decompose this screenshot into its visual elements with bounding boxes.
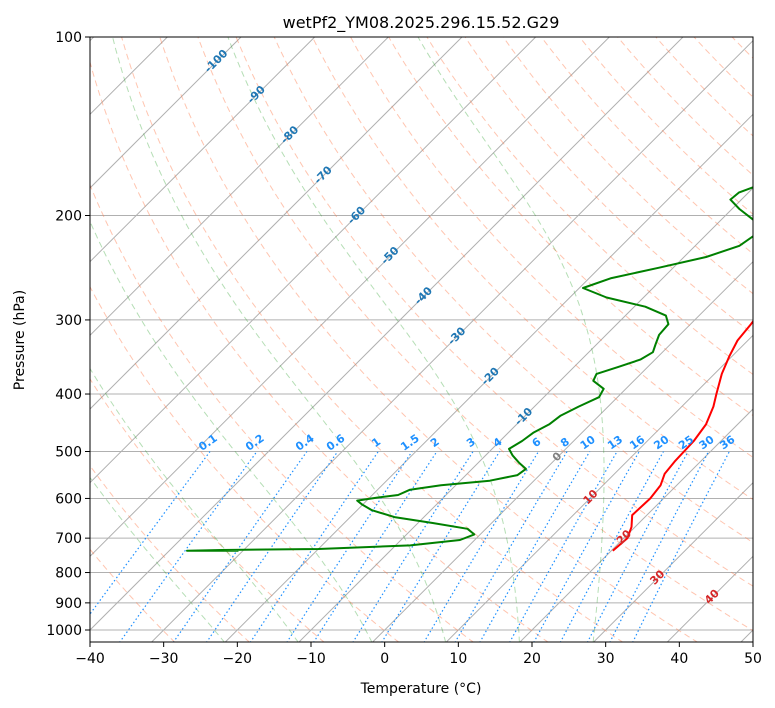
y-axis-title: Pressure (hPa)	[12, 290, 28, 390]
mixing-ratio-line	[381, 451, 501, 642]
dry-adiabat	[311, 37, 753, 501]
moist-adiabats	[90, 37, 605, 642]
skewed-isotherm	[90, 37, 610, 558]
skewed-isotherm	[90, 37, 316, 263]
x-tick-label: 50	[744, 651, 762, 667]
skewed-isotherm	[445, 334, 753, 642]
y-tick-label: 500	[55, 444, 82, 460]
mixing-ratio-line	[559, 451, 665, 642]
skewed-isotherm	[90, 37, 537, 484]
skewed-isotherm	[371, 260, 753, 642]
x-tick-label: 10	[449, 651, 467, 667]
moist-adiabat	[227, 37, 520, 642]
mixing-ratio-line	[586, 451, 689, 642]
mixing-ratio-line	[423, 451, 540, 642]
y-tick-label: 600	[55, 491, 82, 507]
mixing-ratio-line	[352, 451, 474, 642]
x-tick-label: 30	[597, 651, 615, 667]
mixing-ratio-line	[172, 451, 308, 642]
x-tick-label: −20	[223, 651, 253, 667]
x-tick-label: −40	[75, 651, 105, 667]
mixing-ratio-line	[249, 451, 379, 642]
y-tick-label: 200	[55, 209, 82, 225]
x-tick-label: 0	[380, 651, 389, 667]
mixing-ratio-line	[90, 451, 211, 616]
skewed-isotherm	[90, 37, 463, 410]
mixing-ratio-line	[286, 451, 413, 642]
profile-line-0	[612, 319, 753, 552]
y-tick-label: 100	[55, 30, 82, 46]
moist-adiabat	[90, 367, 299, 642]
y-tick-label: 1000	[46, 623, 82, 639]
x-tick-label: −10	[296, 651, 326, 667]
sounding-profiles	[186, 186, 753, 552]
skewed-isotherm	[519, 408, 753, 642]
profile-line-1	[186, 186, 753, 552]
chart-title: wetPf2_YM08.2025.296.15.52.G29	[283, 13, 560, 33]
skewed-isotherm	[90, 37, 389, 337]
y-axis-ticks: 1000 900 800 700 600 500 400 300 200 100	[46, 30, 90, 639]
dry-adiabat	[90, 378, 325, 642]
dry-adiabat	[90, 60, 549, 642]
mixing-ratio-line	[313, 451, 438, 642]
moist-adiabat	[90, 220, 373, 642]
skewed-isotherm	[224, 113, 753, 642]
skewed-isotherm	[90, 37, 242, 189]
x-tick-label: 40	[670, 651, 688, 667]
skewed-isotherm	[150, 39, 753, 642]
mixing-ratio-line	[509, 451, 618, 642]
plot-frame	[89, 36, 754, 643]
y-tick-label: 400	[55, 387, 82, 403]
y-tick-label: 300	[55, 313, 82, 329]
x-axis-title: Temperature (°C)	[360, 681, 482, 697]
moist-adiabat	[112, 37, 447, 642]
pressure-gridlines	[90, 36, 753, 631]
mixing-ratio-line	[119, 451, 258, 642]
dry-adiabat	[235, 37, 753, 587]
mixing-ratio-line	[206, 451, 339, 642]
dry-adiabat	[502, 37, 753, 295]
x-tick-label: −30	[149, 651, 179, 667]
plot-area	[90, 37, 753, 642]
mixing-ratio-line	[632, 451, 730, 642]
moist-adiabat	[90, 476, 225, 642]
dry-adiabat	[273, 37, 753, 544]
moist-adiabat	[417, 37, 605, 642]
x-tick-label: 20	[523, 651, 541, 667]
mixing-ratio-lines	[90, 451, 730, 642]
dry-adiabat	[159, 37, 699, 642]
skewed-isotherm	[90, 37, 684, 631]
dry-adiabat	[197, 37, 753, 632]
dry-adiabat	[90, 464, 250, 642]
skewed-isotherms	[90, 37, 753, 642]
y-tick-label: 900	[55, 596, 82, 612]
y-tick-label: 700	[55, 531, 82, 547]
x-axis-ticks: −40 −30 −20 −10 0 10 20 30 40 50	[75, 642, 762, 667]
skewed-isotherm	[592, 481, 753, 642]
skewed-isotherm	[298, 187, 753, 642]
mixing-ratio-line	[533, 451, 640, 642]
y-tick-label: 800	[55, 566, 82, 582]
